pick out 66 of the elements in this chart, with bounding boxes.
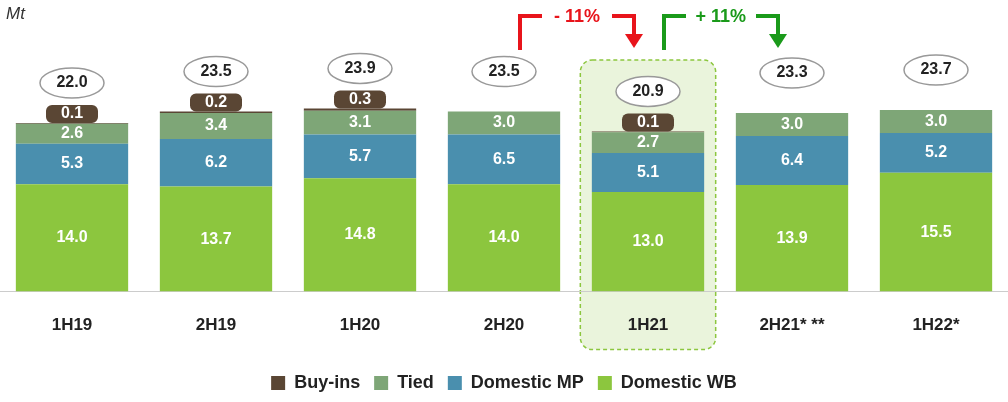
bar <box>447 184 561 292</box>
x-tick-label: 1H20 <box>339 315 381 335</box>
bar <box>591 132 705 153</box>
data-label: 0.2 <box>204 92 228 110</box>
legend-label: Tied <box>397 371 434 392</box>
bar <box>879 172 993 292</box>
data-label: 3.0 <box>780 114 804 132</box>
data-label: 0.3 <box>348 89 372 107</box>
data-label: 6.5 <box>492 149 516 167</box>
data-label: 5.3 <box>60 154 84 172</box>
x-tick-label: 2H20 <box>483 315 525 335</box>
total-label: 23.5 <box>488 61 520 79</box>
legend-label: Domestic MP <box>470 371 584 392</box>
data-label: 13.0 <box>632 232 664 250</box>
total-label: 22.0 <box>56 73 88 91</box>
legend-label: Buy-ins <box>294 371 361 392</box>
data-label: 3.0 <box>492 113 516 131</box>
bar <box>303 134 417 179</box>
bar <box>159 113 273 140</box>
data-label: 15.5 <box>920 222 952 240</box>
bar <box>591 152 705 192</box>
bar <box>879 132 993 173</box>
text: + 11% <box>695 6 747 27</box>
x-tick-label: 2H21* ** <box>759 315 825 335</box>
total-label: 20.9 <box>632 81 664 99</box>
bar <box>15 143 129 185</box>
data-label: 14.8 <box>344 225 376 243</box>
data-label: 6.2 <box>204 153 228 171</box>
total-label: 23.5 <box>200 61 232 79</box>
data-label: 3.0 <box>924 111 948 129</box>
bar <box>303 110 417 135</box>
x-tick-label: 1H21 <box>627 315 669 335</box>
legend-label: Domestic WB <box>620 371 737 392</box>
data-label: 3.1 <box>348 113 372 131</box>
total-label: 23.9 <box>344 58 376 76</box>
data-label: 3.4 <box>204 116 228 134</box>
data-label: 14.0 <box>488 228 520 246</box>
text: - 11% <box>554 6 601 27</box>
bar <box>735 136 849 186</box>
text: Mt <box>6 4 25 24</box>
data-label: 0.1 <box>60 104 84 122</box>
data-label: 13.7 <box>200 229 232 247</box>
data-label: 13.9 <box>776 228 808 246</box>
bar <box>159 139 273 187</box>
bar <box>735 185 849 292</box>
data-label: 2.7 <box>636 132 660 150</box>
x-tick-label: 1H22* <box>912 315 961 335</box>
bar <box>159 186 273 292</box>
bar <box>447 111 561 135</box>
bar <box>735 113 849 137</box>
bar <box>15 184 129 292</box>
data-label: 6.4 <box>780 150 804 168</box>
total-label: 23.3 <box>776 63 808 81</box>
data-label: 5.1 <box>636 162 660 180</box>
data-label: 2.6 <box>60 124 84 142</box>
total-label: 23.7 <box>920 60 952 78</box>
data-label: 0.1 <box>636 112 660 130</box>
bar <box>447 134 561 185</box>
data-label: 5.7 <box>348 146 372 164</box>
x-tick-label: 1H19 <box>51 315 93 335</box>
data-label: 5.2 <box>924 143 948 161</box>
bar <box>15 123 129 144</box>
data-label: 14.0 <box>56 228 88 246</box>
x-tick-label: 2H19 <box>195 315 237 335</box>
bar <box>303 178 417 292</box>
bar <box>879 109 993 133</box>
